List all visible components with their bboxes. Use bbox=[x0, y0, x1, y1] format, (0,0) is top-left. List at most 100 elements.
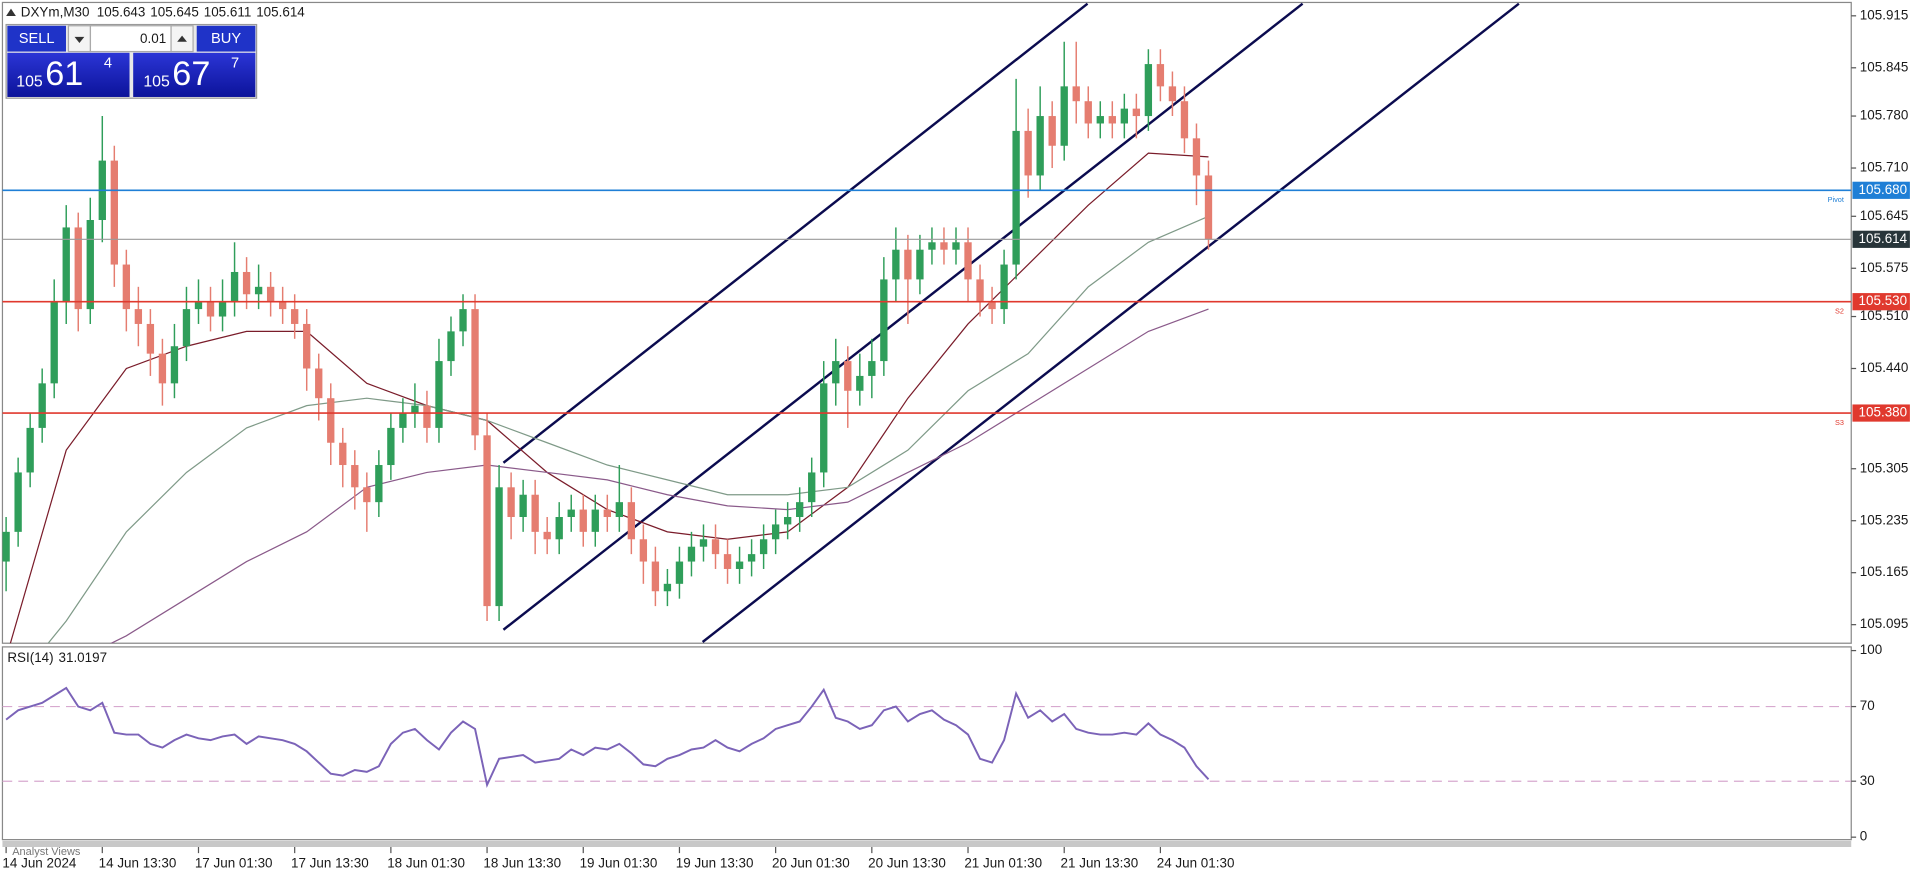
candle-body bbox=[110, 160, 118, 265]
candle-body bbox=[940, 242, 948, 250]
candle-body bbox=[242, 271, 251, 295]
rsi-panel bbox=[1, 646, 1852, 841]
collapse-icon[interactable] bbox=[6, 8, 16, 16]
candle-body bbox=[327, 398, 335, 443]
candle-body bbox=[411, 405, 419, 414]
candle-body bbox=[964, 242, 972, 280]
candle-body bbox=[375, 465, 383, 503]
candle-body bbox=[759, 539, 768, 555]
rsi-tick-label: 100 bbox=[1860, 642, 1882, 657]
level-tag bbox=[1852, 404, 1910, 422]
level-tag-label: 105.530 bbox=[1859, 293, 1908, 308]
ask-small: 7 bbox=[231, 56, 239, 72]
candle-body bbox=[796, 502, 804, 518]
candle-body bbox=[62, 227, 70, 302]
candle-body bbox=[134, 309, 143, 324]
footer-tab[interactable]: Analyst Views bbox=[12, 846, 81, 858]
candle-body bbox=[1192, 138, 1201, 176]
candle-body bbox=[988, 301, 996, 310]
main-panel bbox=[1, 1, 1852, 644]
candle-body bbox=[303, 323, 311, 369]
candle-body bbox=[38, 383, 46, 428]
rsi-title: RSI(14) bbox=[7, 649, 53, 664]
rsi-header: RSI(14) 31.0197 bbox=[7, 649, 107, 664]
x-tick-label: 18 Jun 01:30 bbox=[387, 856, 465, 871]
candle-body bbox=[808, 472, 816, 503]
level-tag-label: 105.380 bbox=[1859, 405, 1908, 420]
last-price-label: 105.614 bbox=[1859, 231, 1908, 246]
candle-body bbox=[844, 361, 852, 391]
rsi-line bbox=[5, 686, 1210, 789]
candle-body bbox=[856, 375, 864, 391]
buy-label[interactable]: BUY bbox=[211, 31, 241, 47]
candle-body bbox=[266, 286, 275, 302]
header-close: 105.614 bbox=[256, 4, 305, 19]
chart-header: DXYm,M30 105.643 105.645 105.611 105.614 bbox=[21, 4, 306, 19]
candle-body bbox=[591, 509, 599, 532]
candle-body bbox=[1144, 64, 1153, 117]
candle-body bbox=[1060, 86, 1068, 146]
candle-body bbox=[2, 531, 10, 562]
trade-panel: SELL 0.01 BUY 105 61 4 105 67 7 bbox=[5, 23, 258, 99]
candle-body bbox=[26, 427, 34, 473]
candle-body bbox=[615, 502, 623, 518]
candle-body bbox=[699, 539, 708, 547]
rsi-plot bbox=[2, 686, 1852, 789]
y-tick-label: 105.235 bbox=[1860, 512, 1909, 527]
candle-body bbox=[747, 554, 756, 562]
candle-body bbox=[531, 494, 539, 532]
candle-body bbox=[711, 539, 720, 555]
candle-body bbox=[278, 301, 287, 310]
candle-body bbox=[1012, 130, 1020, 265]
bid-main: 61 bbox=[45, 55, 83, 93]
level-tag-label: 105.680 bbox=[1859, 182, 1908, 197]
candle-body bbox=[651, 561, 660, 592]
panel-separator bbox=[2, 840, 1852, 847]
candle-body bbox=[471, 309, 479, 436]
candle-body bbox=[832, 361, 840, 384]
candle-body bbox=[315, 368, 323, 399]
buy-button[interactable] bbox=[196, 25, 256, 52]
candle-body bbox=[675, 561, 684, 584]
candle-body bbox=[952, 242, 960, 250]
bid-big: 105 bbox=[16, 73, 43, 90]
candle-body bbox=[50, 301, 58, 384]
channel-bottom bbox=[701, 2, 1520, 643]
x-tick-label: 18 Jun 13:30 bbox=[483, 856, 561, 871]
moving-average bbox=[109, 308, 1209, 644]
level-name: S3 bbox=[1835, 418, 1844, 427]
bid-box[interactable] bbox=[7, 52, 130, 97]
candle-body bbox=[892, 249, 900, 280]
candle-body bbox=[928, 242, 936, 250]
channel-top bbox=[502, 2, 1089, 464]
axes: 105.915 105.845 105.780 105.710 105.645 105.5… bbox=[2, 7, 1910, 871]
sell-button[interactable] bbox=[7, 25, 66, 52]
y-tick-label: 105.645 bbox=[1860, 208, 1909, 223]
level-name: S2 bbox=[1835, 306, 1844, 315]
candle-body bbox=[687, 546, 696, 562]
level-tag bbox=[1852, 293, 1910, 311]
candle-body bbox=[254, 286, 263, 295]
candle-body bbox=[339, 442, 347, 466]
candle-body bbox=[735, 561, 744, 569]
candle-body bbox=[399, 413, 407, 428]
candle-body bbox=[423, 405, 431, 428]
candle-body bbox=[627, 502, 636, 540]
rsi-tick-label: 30 bbox=[1860, 773, 1875, 788]
x-tick-label: 20 Jun 01:30 bbox=[772, 856, 850, 871]
candle-body bbox=[170, 346, 179, 384]
candle-body bbox=[868, 361, 876, 376]
candle-body bbox=[1204, 175, 1213, 240]
x-tick-label: 17 Jun 13:30 bbox=[291, 856, 369, 871]
candle-body bbox=[495, 487, 503, 607]
sell-label[interactable]: SELL bbox=[19, 31, 55, 47]
ask-box[interactable] bbox=[133, 52, 256, 97]
candle-body bbox=[507, 487, 515, 518]
candle-body bbox=[1132, 108, 1141, 117]
candle-body bbox=[603, 509, 611, 518]
candle-body bbox=[1072, 86, 1080, 102]
y-tick-label: 105.305 bbox=[1860, 460, 1909, 475]
candle-body bbox=[218, 301, 227, 317]
candle-body bbox=[1168, 86, 1177, 102]
